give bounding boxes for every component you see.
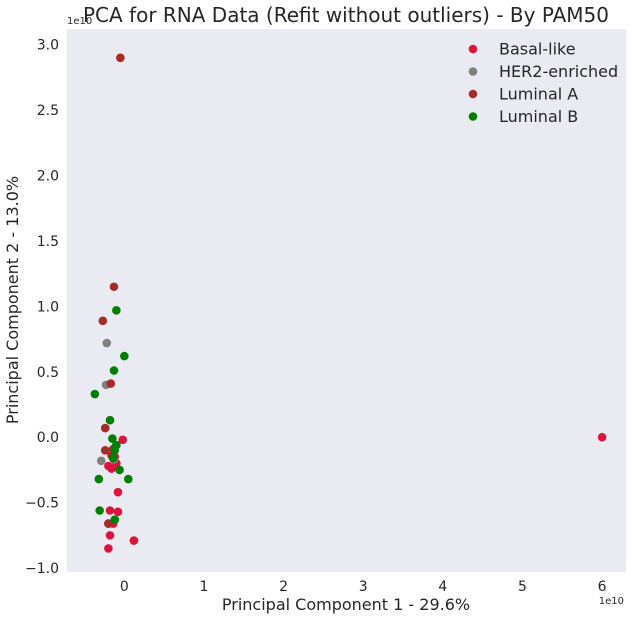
point-luminal-a-1 bbox=[109, 282, 119, 292]
x-ticks: 0 1 2 3 4 5 6 bbox=[120, 579, 607, 595]
chart-title: PCA for RNA Data (Refit without outliers… bbox=[83, 3, 609, 27]
x-axis-label: Principal Component 1 - 29.6% bbox=[222, 595, 470, 614]
point-luminal-b-2 bbox=[109, 366, 119, 375]
y-tick-label: −1.0 bbox=[25, 561, 59, 577]
point-basal-like-2 bbox=[118, 435, 128, 445]
point-luminal-a-2 bbox=[98, 316, 108, 326]
point-luminal-a-5 bbox=[100, 446, 110, 455]
point-luminal-a-0 bbox=[116, 53, 125, 63]
x-tick-label: 5 bbox=[518, 579, 527, 595]
point-luminal-b-3 bbox=[90, 389, 100, 399]
point-luminal-b-4 bbox=[105, 415, 115, 425]
legend-marker bbox=[468, 112, 478, 121]
point-luminal-b-8 bbox=[108, 453, 118, 463]
point-luminal-b-11 bbox=[124, 474, 133, 484]
x-tick-label: 0 bbox=[120, 579, 129, 595]
x-tick-label: 2 bbox=[279, 579, 288, 595]
point-luminal-b-9 bbox=[115, 465, 124, 475]
legend: Basal-like HER2-enriched Luminal A Luminal … bbox=[468, 40, 618, 126]
x-tick-label: 4 bbox=[438, 579, 447, 595]
y-tick-label: 2.5 bbox=[37, 103, 59, 119]
y-tick-label: 2.0 bbox=[37, 169, 59, 185]
legend-marker bbox=[468, 44, 478, 54]
point-luminal-b-12 bbox=[95, 506, 104, 515]
point-basal-like-4 bbox=[113, 487, 123, 497]
x-tick-label: 3 bbox=[359, 579, 368, 595]
y-tick-label: 1.5 bbox=[37, 234, 59, 250]
point-basal-like-0 bbox=[597, 432, 607, 442]
legend-label: Luminal B bbox=[499, 107, 578, 126]
point-luminal-b-13 bbox=[110, 515, 120, 524]
point-basal-like-9 bbox=[105, 531, 115, 540]
point-luminal-b-7 bbox=[110, 446, 120, 455]
plot-area bbox=[67, 29, 626, 572]
legend-marker bbox=[468, 67, 478, 76]
point-her2-enriched-0 bbox=[102, 338, 112, 348]
x-tick-label: 6 bbox=[598, 579, 607, 595]
y-ticks: −1.0 −0.5 0.0 0.5 1.0 1.5 2.0 2.5 3.0 bbox=[25, 38, 59, 577]
point-basal-like-6 bbox=[105, 506, 115, 515]
y-tick-label: 0.5 bbox=[37, 365, 59, 381]
point-luminal-a-3 bbox=[106, 379, 116, 388]
point-luminal-b-0 bbox=[112, 306, 121, 315]
point-basal-like-5 bbox=[113, 507, 123, 517]
y-tick-label: −0.5 bbox=[25, 496, 59, 512]
legend-marker bbox=[468, 89, 478, 99]
legend-label: Basal-like bbox=[499, 40, 576, 59]
point-luminal-a-4 bbox=[100, 423, 110, 433]
legend-label: Luminal A bbox=[499, 85, 578, 104]
point-luminal-b-1 bbox=[120, 351, 129, 361]
x-offset-label: 1e10 bbox=[599, 596, 624, 607]
point-luminal-b-5 bbox=[108, 434, 117, 443]
y-tick-label: 0.0 bbox=[37, 430, 59, 446]
point-basal-like-1 bbox=[129, 536, 139, 545]
point-luminal-a-7 bbox=[104, 519, 113, 528]
point-basal-like-10 bbox=[104, 544, 113, 553]
y-axis-label: Principal Component 2 - 13.0% bbox=[3, 176, 22, 424]
y-offset-label: 1e10 bbox=[67, 16, 92, 27]
point-her2-enriched-2 bbox=[96, 456, 106, 466]
legend-label: HER2-enriched bbox=[499, 62, 618, 81]
x-tick-label: 1 bbox=[200, 579, 209, 595]
y-tick-label: 3.0 bbox=[37, 38, 59, 54]
points-layer bbox=[90, 53, 607, 553]
y-tick-label: 1.0 bbox=[37, 299, 59, 315]
point-luminal-b-10 bbox=[94, 474, 104, 484]
